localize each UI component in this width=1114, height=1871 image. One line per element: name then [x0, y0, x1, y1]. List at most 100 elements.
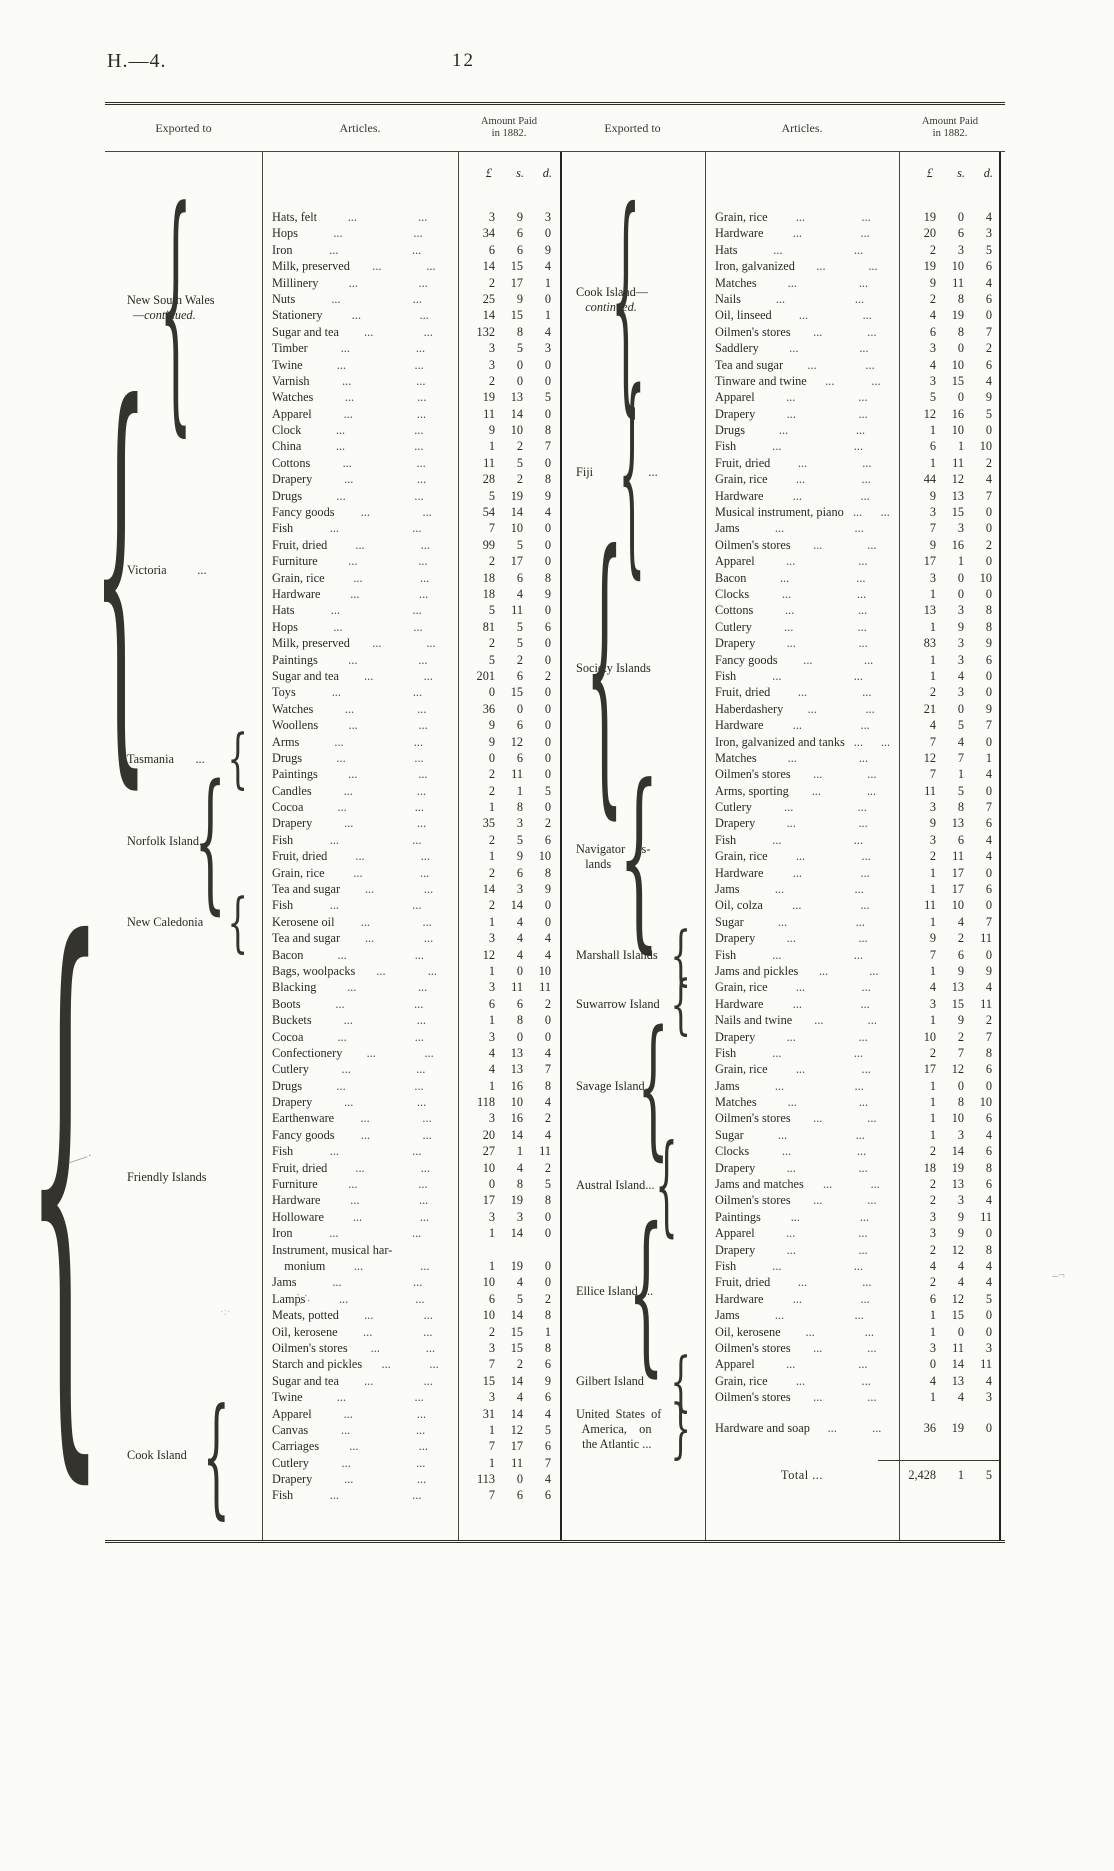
- dot-leader: ...: [867, 1340, 877, 1355]
- article-cell: Hardware and soap......: [705, 1421, 899, 1436]
- amount-pounds: 9: [929, 488, 936, 503]
- dot-leader: ...: [866, 783, 877, 798]
- table-row: Oil, colza...... 11 10 0: [705, 898, 1001, 914]
- table-row: Musical instrument, piano...... 3 15 0: [705, 505, 1001, 521]
- dot-leader: ...: [412, 1144, 422, 1159]
- article-cell: Cocoa......: [262, 800, 458, 815]
- dot-leader: ...: [352, 1209, 363, 1224]
- amount-pounds: 3: [488, 1029, 495, 1044]
- article-cell: Fish......: [705, 1046, 899, 1061]
- pound-sign: £: [485, 166, 492, 180]
- dot-leader: ...: [782, 1144, 792, 1159]
- table-row: Jams and matches...... 2 13 6: [705, 1177, 1001, 1193]
- amount-pence: 7: [544, 1062, 551, 1077]
- amount-pence: 4: [985, 210, 992, 224]
- amount-pence: 8: [544, 570, 551, 585]
- dot-leader: ...: [419, 1193, 429, 1208]
- dot-leader: ...: [860, 898, 870, 913]
- article-name: Drugs: [272, 1078, 303, 1093]
- amount-pounds: 27: [482, 1144, 495, 1159]
- amount-pounds: 1: [488, 800, 495, 815]
- amount-pounds: 3: [488, 1390, 495, 1405]
- dot-leader: ...: [856, 570, 866, 585]
- dot-leader: ...: [867, 1013, 877, 1028]
- amount-pence: 0: [544, 1029, 551, 1044]
- amount-pounds: 13: [923, 603, 936, 618]
- article-name: Fruit, dried: [272, 849, 328, 864]
- amount-shillings: 2: [516, 472, 523, 487]
- amount-pounds: 2: [488, 783, 495, 798]
- article-name: Fish: [715, 668, 737, 683]
- article-name: Drapery: [272, 816, 313, 831]
- amount-shillings: 6: [516, 242, 523, 257]
- dot-leader: ...: [786, 1029, 796, 1044]
- region-group: Friendly Islands{Bacon...... 12 4 4 Bags, wo…: [27, 873, 560, 1479]
- amount-shillings: 4: [957, 1275, 964, 1290]
- dot-leader: ...: [417, 701, 427, 716]
- dot-leader: ...: [813, 324, 823, 339]
- article-name: Watches: [272, 701, 314, 716]
- table-row: Nails...... 2 8 6: [705, 292, 1001, 308]
- article-name: Bags, woolpacks: [272, 963, 356, 978]
- dot-leader: ...: [855, 914, 865, 929]
- amount-pence: 0: [985, 865, 992, 880]
- article-name: Iron, galvanized and tanks: [715, 734, 845, 749]
- article-cell: Drugs......: [262, 1079, 458, 1094]
- dot-leader: ...: [420, 537, 430, 552]
- amount-pence: 9: [985, 390, 992, 405]
- amount-shillings: 6: [516, 570, 523, 585]
- dot-leader: ...: [803, 652, 813, 667]
- ink-smudge: ·:·: [220, 1306, 231, 1318]
- amount-pence: 2: [985, 537, 992, 552]
- amount-pounds: 7: [929, 767, 936, 782]
- amount-shillings: 0: [516, 1029, 523, 1044]
- article-cell: Varnish......: [262, 374, 458, 389]
- pence-abbrev: d.: [983, 166, 993, 180]
- amount-shillings: 8: [516, 1013, 523, 1028]
- dot-leader: ...: [344, 701, 355, 716]
- region-group: Gilbert Island{Apparel...... 0 14 11 Grain, …: [560, 1349, 1001, 1414]
- region-group: Fiji ...{Apparel...... 5 0 9 Drapery...... 12…: [560, 364, 1001, 580]
- amount-pounds: 3: [488, 1209, 495, 1224]
- pence-abbrev: d.: [542, 166, 552, 180]
- dot-leader: ...: [329, 1144, 340, 1159]
- table-row: Oilmen's stores...... 7 1 4: [705, 767, 1001, 783]
- dot-leader: ...: [414, 439, 424, 454]
- amount-pounds: 1: [488, 1078, 495, 1093]
- dot-leader: ...: [786, 390, 796, 405]
- article-name: Hops: [272, 619, 298, 634]
- article-cell: Bacon......: [262, 948, 458, 963]
- table-row: Grain, rice...... 2 11 4: [705, 849, 1001, 865]
- table-row: Oilmen's stores...... 3 15 8: [262, 1341, 560, 1357]
- article-name: Hardware: [715, 488, 764, 503]
- dot-leader: ...: [880, 734, 891, 749]
- dot-leader: ...: [415, 1422, 426, 1437]
- dot-leader: ...: [413, 734, 423, 749]
- amount-pence: 0: [544, 226, 551, 241]
- region-label-line: Friendly Islands: [127, 1169, 207, 1184]
- amount-shillings: 8: [957, 291, 964, 306]
- article-cell: Nails......: [705, 292, 899, 307]
- dot-leader: ...: [858, 406, 868, 421]
- amount-pence: 0: [544, 1209, 551, 1224]
- region-label-line: New Caledonia: [127, 915, 204, 930]
- amount-shillings: 17: [510, 275, 523, 290]
- amount-pounds: 1: [929, 1013, 936, 1028]
- dot-leader: ...: [344, 1472, 354, 1487]
- amount-pence: 0: [985, 423, 992, 438]
- amount-pence: 9: [544, 586, 551, 601]
- document-reference: H.—4.: [107, 50, 167, 72]
- article-name: Grain, rice: [715, 210, 768, 224]
- dot-leader: ...: [772, 668, 782, 683]
- dot-leader: ...: [777, 914, 788, 929]
- dot-leader: ...: [813, 767, 823, 782]
- dot-leader: ...: [348, 652, 358, 667]
- article-cell: Drugs......: [705, 423, 899, 438]
- region-label: New South Wales —continued.{: [105, 178, 262, 438]
- article-cell: Milk, preserved......: [262, 259, 458, 274]
- region-label: Suwarrow Island{: [560, 972, 705, 1037]
- article-name: Starch and pickles: [272, 1357, 363, 1372]
- table-row: Jams...... 1 15 0: [705, 1308, 1001, 1324]
- table-row: Paintings...... 5 2 0: [262, 653, 560, 669]
- article-cell: Sugar and tea......: [262, 669, 458, 684]
